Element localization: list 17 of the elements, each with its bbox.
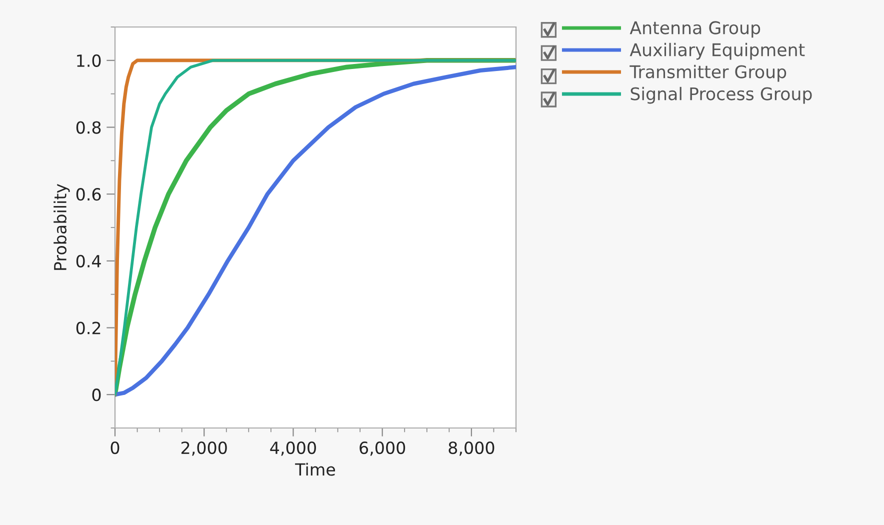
legend-label: Signal Process Group [630, 86, 812, 104]
legend-label: Auxiliary Equipment [630, 42, 805, 60]
x-tick-label: 8,000 [448, 441, 494, 456]
x-tick-label: 2,000 [181, 441, 227, 456]
y-axis-title: Probability [54, 184, 70, 270]
y-tick-label: 0.4 [76, 254, 101, 268]
y-tick-label: 0.2 [76, 322, 100, 334]
x-axis-title: Time [295, 462, 336, 476]
legend-label: Transmitter Group [630, 64, 786, 82]
x-tick-label: 6,000 [360, 441, 406, 456]
x-tick-label: 0 [110, 441, 120, 454]
y-tick-label: 0 [92, 388, 101, 402]
y-tick-label: 0.6 [76, 188, 101, 201]
y-tick-label: 1.0 [77, 54, 101, 67]
y-tick-label: 0.8 [76, 121, 101, 134]
legend-label: Antenna Group [630, 21, 760, 38]
x-tick-label: 4,000 [270, 441, 316, 456]
